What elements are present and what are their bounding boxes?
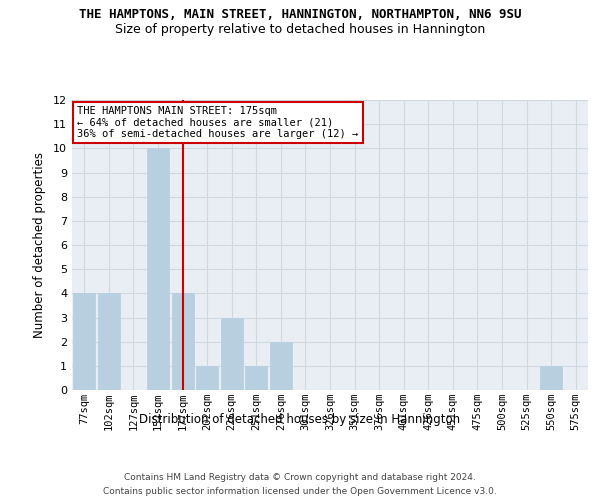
Bar [221, 318, 243, 390]
Y-axis label: Number of detached properties: Number of detached properties [33, 152, 46, 338]
Bar [245, 366, 268, 390]
Text: THE HAMPTONS, MAIN STREET, HANNINGTON, NORTHAMPTON, NN6 9SU: THE HAMPTONS, MAIN STREET, HANNINGTON, N… [79, 8, 521, 20]
Text: Contains HM Land Registry data © Crown copyright and database right 2024.: Contains HM Land Registry data © Crown c… [124, 472, 476, 482]
Bar [98, 294, 120, 390]
Bar [73, 294, 95, 390]
Bar [540, 366, 562, 390]
Bar [147, 148, 169, 390]
Bar [196, 366, 218, 390]
Bar [172, 294, 194, 390]
Text: Contains public sector information licensed under the Open Government Licence v3: Contains public sector information licen… [103, 488, 497, 496]
Bar [270, 342, 292, 390]
Text: Size of property relative to detached houses in Hannington: Size of property relative to detached ho… [115, 22, 485, 36]
Text: THE HAMPTONS MAIN STREET: 175sqm
← 64% of detached houses are smaller (21)
36% o: THE HAMPTONS MAIN STREET: 175sqm ← 64% o… [77, 106, 358, 139]
Text: Distribution of detached houses by size in Hannington: Distribution of detached houses by size … [139, 412, 461, 426]
